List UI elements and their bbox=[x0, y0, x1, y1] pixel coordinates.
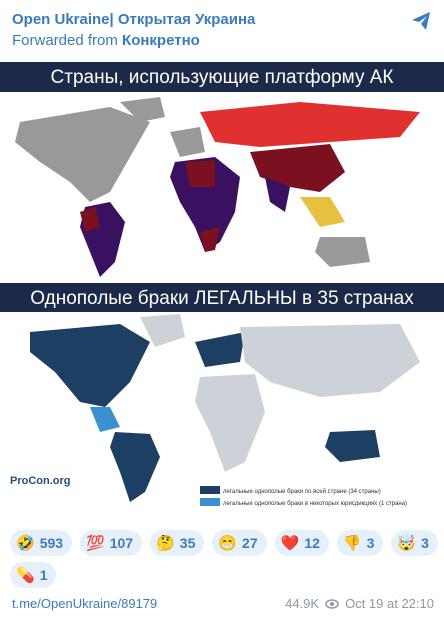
reaction-emoji: 💯 bbox=[86, 535, 105, 552]
post-meta: 44.9K Oct 19 at 22:10 bbox=[285, 596, 434, 611]
map1-title: Страны, использующие платформу АК bbox=[51, 67, 394, 88]
channel-name[interactable]: Open Ukraine| Открытая Украина bbox=[12, 11, 256, 28]
map2-title: Однополые браки ЛЕГАЛЬНЫ в 35 странах bbox=[30, 288, 414, 309]
reactions: 🤣 593 💯 107 🤔 35 😁 27 ❤️ 12 👎 3 🤯 3 💊 1 bbox=[10, 530, 440, 588]
reaction-count: 3 bbox=[421, 535, 429, 551]
reaction-count: 1 bbox=[39, 567, 48, 583]
reaction-emoji: 😁 bbox=[218, 535, 238, 552]
reaction-emoji: ❤️ bbox=[280, 535, 300, 552]
reaction[interactable]: 💯 107 bbox=[80, 530, 143, 556]
watermark: ProCon.org bbox=[10, 475, 71, 487]
forwarded-prefix: Forwarded from bbox=[12, 32, 118, 49]
reaction-count: 35 bbox=[179, 535, 196, 551]
reaction[interactable]: 💊 1 bbox=[10, 562, 57, 588]
time: Oct 19 at 22:10 bbox=[345, 596, 434, 611]
reaction[interactable]: 🤔 35 bbox=[150, 530, 205, 556]
reaction-emoji: 💊 bbox=[16, 567, 35, 584]
reaction[interactable]: 😁 27 bbox=[212, 530, 267, 556]
reaction[interactable]: 🤯 3 bbox=[391, 530, 438, 556]
reaction[interactable]: 👎 3 bbox=[336, 530, 384, 556]
reaction-count: 3 bbox=[366, 535, 375, 551]
eye-icon bbox=[325, 598, 339, 609]
legend-item: легальные однополые браки в некоторых юр… bbox=[223, 501, 407, 507]
post-image[interactable]: Страны, использующие платформу АК Однопо… bbox=[0, 62, 444, 512]
reaction-emoji: 🤣 bbox=[16, 535, 35, 552]
reaction-emoji: 🤔 bbox=[156, 535, 175, 552]
reaction-count: 593 bbox=[39, 535, 64, 551]
reaction-count: 27 bbox=[242, 535, 258, 551]
reaction-emoji: 🤯 bbox=[397, 535, 417, 552]
forwarded: Forwarded from Конкретно bbox=[12, 32, 200, 49]
views: 44.9K bbox=[285, 596, 320, 611]
reaction[interactable]: 🤣 593 bbox=[10, 530, 73, 556]
forwarded-source[interactable]: Конкретно bbox=[122, 32, 200, 49]
post-link[interactable]: t.me/OpenUkraine/89179 bbox=[12, 596, 158, 611]
legend-item: легальные однополые браки по всей стране… bbox=[223, 488, 381, 495]
share-icon[interactable] bbox=[410, 10, 432, 32]
reaction[interactable]: ❤️ 12 bbox=[274, 530, 329, 556]
reaction-count: 107 bbox=[109, 535, 134, 551]
reaction-emoji: 👎 bbox=[342, 535, 362, 552]
reaction-count: 12 bbox=[304, 535, 320, 551]
